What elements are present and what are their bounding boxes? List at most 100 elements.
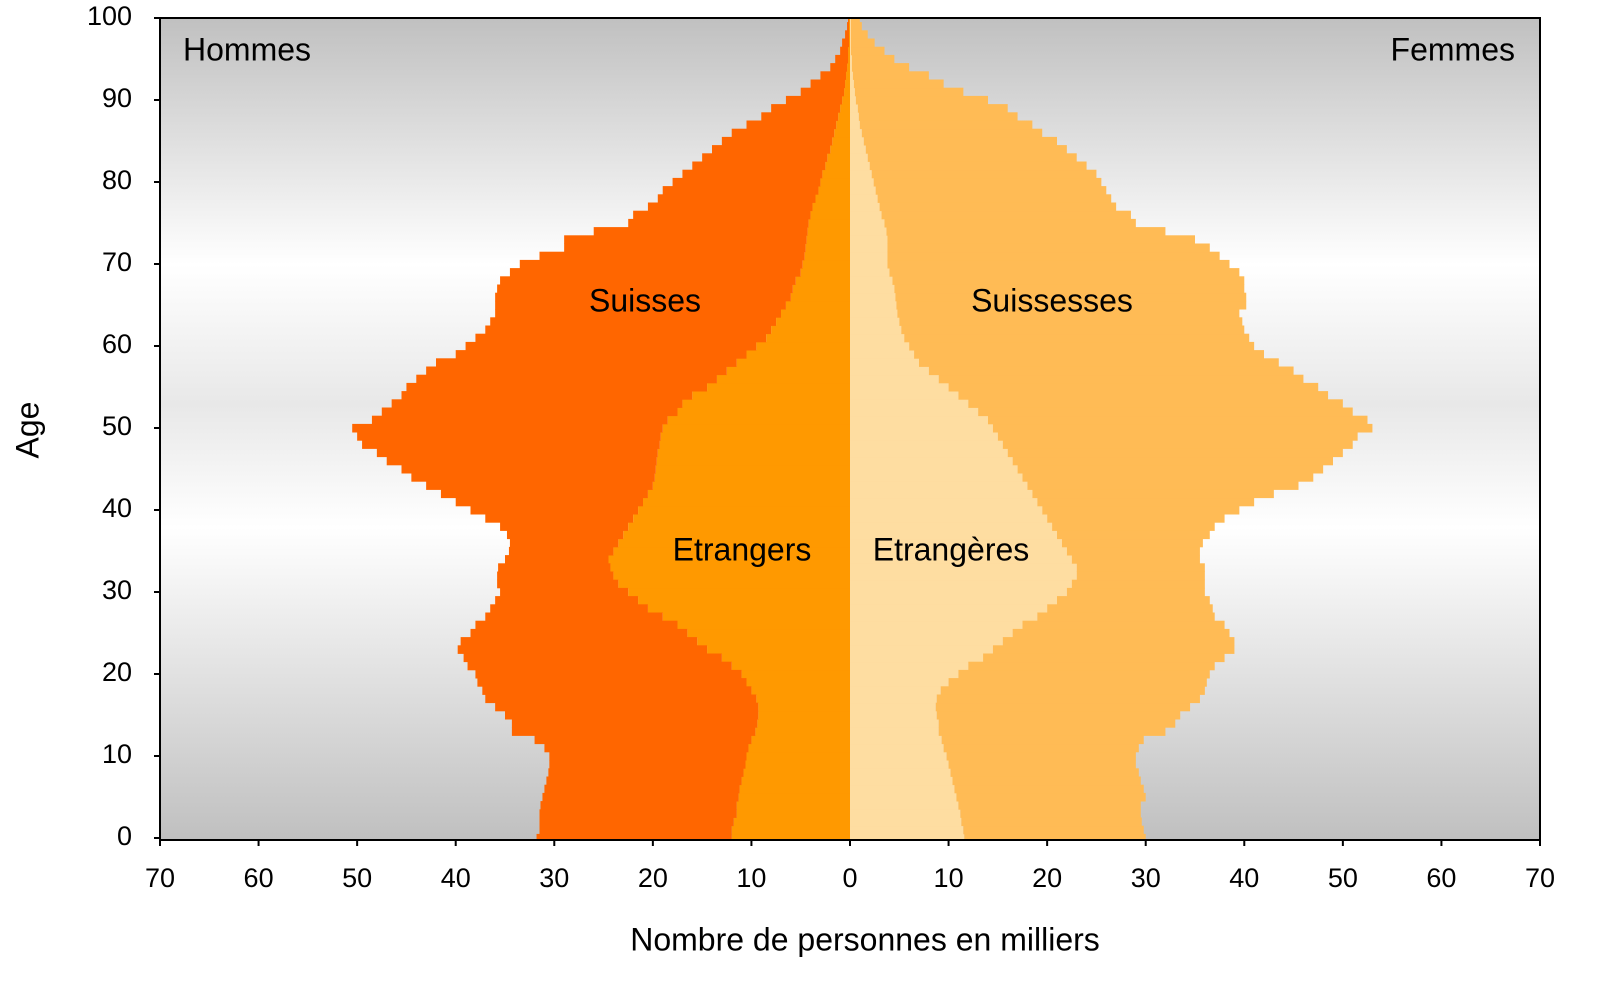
bar-segment bbox=[386, 456, 657, 466]
bar-segment bbox=[628, 522, 850, 531]
bar-segment bbox=[850, 464, 1018, 474]
bar-segment bbox=[804, 251, 850, 261]
bar-segment bbox=[536, 833, 732, 840]
x-tick-label: 30 bbox=[1131, 863, 1161, 893]
bar-segment bbox=[850, 95, 856, 105]
bar-segment bbox=[509, 538, 619, 548]
bar-segment bbox=[548, 768, 744, 777]
bar-segment bbox=[406, 382, 708, 392]
bar-segment bbox=[534, 735, 752, 745]
bar-segment bbox=[440, 489, 648, 499]
bar-segment bbox=[682, 169, 823, 179]
bar-segment bbox=[850, 120, 860, 130]
bar-segment bbox=[983, 653, 1225, 663]
bar-segment bbox=[952, 776, 1141, 786]
bar-segment bbox=[500, 587, 629, 597]
bar-segment bbox=[746, 120, 837, 130]
bar-segment bbox=[850, 579, 1072, 589]
bar-segment bbox=[850, 694, 937, 704]
bar-segment bbox=[667, 415, 850, 425]
bar-segment bbox=[850, 456, 1013, 466]
bar-segment bbox=[855, 95, 988, 105]
bar-segment bbox=[613, 546, 850, 556]
bar-segment bbox=[795, 276, 850, 285]
bar-segment bbox=[790, 292, 850, 302]
bar-segment bbox=[850, 309, 898, 318]
bar-segment bbox=[511, 727, 756, 736]
bar-segment bbox=[1007, 448, 1343, 458]
bar-segment bbox=[677, 407, 850, 417]
bar-segment bbox=[736, 801, 850, 810]
bar-segment bbox=[851, 63, 910, 72]
bar-segment bbox=[834, 128, 850, 138]
bar-segment bbox=[850, 727, 939, 736]
bar-segment bbox=[849, 18, 850, 23]
x-tick-label: 50 bbox=[342, 863, 372, 893]
bar-segment bbox=[1057, 530, 1210, 540]
bar-segment bbox=[485, 514, 634, 523]
bar-segment bbox=[835, 54, 849, 64]
bar-segment bbox=[771, 325, 850, 335]
bar-segment bbox=[873, 177, 1102, 187]
bar-segment bbox=[800, 268, 850, 277]
bar-segment bbox=[647, 489, 850, 499]
bar-segment bbox=[850, 555, 1072, 564]
x-tick-label: 50 bbox=[1328, 863, 1358, 893]
bar-segment bbox=[1047, 604, 1213, 613]
bar-segment bbox=[776, 317, 850, 326]
bar-segment bbox=[781, 309, 850, 318]
bar-segment bbox=[618, 538, 850, 548]
bar-segment bbox=[633, 514, 850, 523]
bar-segment bbox=[852, 71, 929, 80]
bar-segment bbox=[850, 505, 1043, 515]
bar-segment bbox=[836, 120, 850, 130]
bar-segment bbox=[662, 423, 850, 433]
bar-segment bbox=[613, 571, 850, 581]
bar-segment bbox=[850, 432, 998, 441]
bar-segment bbox=[1022, 473, 1314, 482]
bar-segment bbox=[647, 604, 850, 613]
bar-segment bbox=[426, 481, 653, 490]
annotation: Femmes bbox=[1391, 31, 1515, 67]
bar-segment bbox=[758, 710, 850, 720]
bar-segment bbox=[638, 505, 850, 515]
bar-segment bbox=[455, 497, 643, 507]
bar-segment bbox=[858, 112, 1018, 121]
bar-segment bbox=[482, 686, 752, 695]
bar-segment bbox=[853, 79, 944, 89]
bar-segment bbox=[849, 30, 850, 39]
y-tick-label: 70 bbox=[102, 247, 132, 277]
bar-segment bbox=[938, 719, 1176, 728]
bar-segment bbox=[964, 833, 1146, 840]
bar-segment bbox=[716, 374, 850, 384]
bar-segment bbox=[850, 653, 984, 663]
bar-segment bbox=[840, 104, 850, 113]
bar-segment bbox=[807, 227, 850, 236]
bar-segment bbox=[850, 448, 1008, 458]
bar-segment bbox=[850, 153, 868, 162]
bar-segment bbox=[712, 145, 831, 154]
bar-segment bbox=[1002, 440, 1353, 449]
bar-segment bbox=[956, 792, 1146, 802]
bar-segment bbox=[539, 251, 805, 261]
bar-segment bbox=[850, 177, 874, 187]
bar-segment bbox=[792, 284, 850, 294]
bar-segment bbox=[495, 292, 791, 302]
bar-segment bbox=[845, 79, 850, 89]
bar-segment bbox=[850, 760, 949, 769]
bar-segment bbox=[850, 358, 919, 367]
bar-segment bbox=[1027, 481, 1299, 490]
y-axis-title: Age bbox=[9, 402, 45, 459]
bar-segment bbox=[847, 22, 850, 31]
bar-segment bbox=[1037, 497, 1255, 507]
bar-segment bbox=[886, 227, 1166, 236]
bar-segment bbox=[850, 686, 941, 695]
bar-segment bbox=[948, 678, 1207, 687]
bar-segment bbox=[958, 391, 1329, 400]
bar-segment bbox=[1076, 563, 1205, 572]
bar-segment bbox=[758, 702, 850, 712]
bar-segment bbox=[961, 817, 1142, 827]
bar-segment bbox=[830, 63, 848, 72]
x-tick-label: 20 bbox=[638, 863, 668, 893]
series-label: Etrangers bbox=[673, 531, 812, 567]
